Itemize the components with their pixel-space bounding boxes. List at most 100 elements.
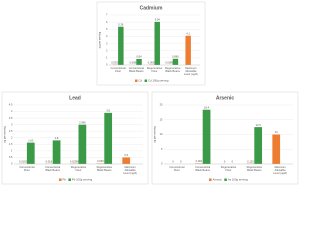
y-tick-label: 1 [106,56,108,60]
chart-panel: Cadmium ug per serving 0 1 2 3 4 5 6 7 Conventiona… [96,1,206,86]
legend-label: As 100g serving [228,178,249,182]
y-tick-label: 0 [11,162,13,166]
value-label: 6.04 [155,18,161,22]
x-tick-label: Maximum Allowable Level (ug/d) [123,165,137,175]
y-tick-label: 3 [11,122,13,126]
y-tick-label: 6 [106,20,108,24]
chart-title: Arsenic [216,95,235,101]
chart-title: Cadmium [140,5,163,11]
value-label: 0.5 [124,153,128,157]
panel-frame [1,91,149,185]
y-tick-label: 10 [160,132,163,136]
x-tick-label: Conventional Black Beans [45,165,61,172]
bar [185,35,191,65]
legend-label: Cd [139,79,143,83]
value-label: 0.0084 [130,61,138,65]
bar [104,112,113,164]
bar [122,157,131,164]
y-tick-label: 3 [106,41,108,45]
value-label: 0.02999 [70,159,80,163]
x-tick-label: Conventional Flour [19,165,35,172]
chart-panel: Lead ug per serving 0 0.5 1 1.5 2 2.5 3 3.5 4 4.5 Co… [1,91,149,185]
legend-swatch [224,178,227,181]
value-label: 5.36 [118,22,124,26]
y-tick-label: 5 [161,147,163,151]
bar [194,163,203,164]
value-label: 0.84 [136,55,142,59]
legend-label: Pb 100g serving [72,178,93,182]
x-tick-label: Conventional Black Beans [195,165,211,172]
bar [154,21,160,65]
dashboard: Cadmium ug per serving 0 1 2 3 4 5 6 7 Conventiona… [1,1,299,185]
y-tick-label: 0.5 [9,155,13,159]
bar [52,140,61,164]
value-label: 0.184 [196,159,203,163]
legend-swatch [59,178,62,181]
value-label: 0 [232,160,234,164]
x-tick-label: Conventional Flour [111,66,127,73]
y-axis-label: ug per serving [3,126,7,143]
value-label: 12.5 [256,123,262,127]
x-tick-label: Conventional Black Beans [129,66,145,73]
legend-label: Cd 100g serving [148,79,169,83]
value-label: 0.018 [46,159,53,163]
x-tick-label: Regenerative Flour [71,165,87,172]
legend-label: Arsenic [213,178,223,182]
value-label: 18.4 [204,105,210,109]
y-axis-label: ug per serving [153,126,157,143]
y-tick-label: 0 [161,162,163,166]
value-label: 0.0536 [111,60,119,64]
y-tick-label: 3.5 [9,116,13,120]
legend-label: Pb [63,178,67,182]
x-tick-label: Conventional Flour [169,165,185,172]
y-tick-label: 15 [160,117,163,121]
x-tick-label: Regenerative Black Beans [97,165,113,172]
bar [202,109,211,164]
value-label: 2.999 [79,120,86,124]
y-tick-label: 1.5 [9,142,13,146]
value-label: 0 [172,160,174,164]
bar [78,124,87,164]
value-label: 0 [224,160,226,164]
x-tick-label: Regenerative Black Beans [247,165,263,172]
x-tick-label: Maximum Allowable Level (ug/d) [184,66,198,76]
y-tick-label: 7 [106,13,108,17]
x-tick-label: Regenerative Flour [147,66,163,73]
y-axis-label: ug per serving [98,31,102,48]
value-label: 0.125 [247,159,254,163]
y-tick-label: 0 [106,63,108,67]
y-tick-label: 2.5 [9,129,13,133]
value-label: 0.0163 [19,159,27,163]
y-tick-label: 20 [160,103,163,107]
value-label: 0.00866 [165,61,175,65]
value-label: 0.0604 [148,60,156,64]
legend-swatch [68,178,71,181]
value-label: 3.9 [106,109,110,113]
value-label: 0.866 [172,55,179,59]
chart-title: Lead [69,95,81,101]
y-tick-label: 4 [11,109,13,113]
x-tick-label: Regenerative Flour [221,165,237,172]
bar [172,58,179,65]
bar [254,127,263,164]
value-label: 10 [275,130,278,134]
chart-panel: Arsenic ug per serving 0 5 10 15 20 Conventiona… [151,91,299,185]
value-label: 1.63 [28,138,34,142]
y-tick-label: 2 [106,48,108,52]
legend-swatch [144,79,148,82]
x-tick-label: Maximum Allowable Level (ug/d) [273,165,287,175]
bar [26,142,35,164]
bar [96,163,105,164]
bar [272,134,281,164]
y-tick-label: 5 [106,27,108,31]
x-tick-label: Regenerative Black Beans [165,66,181,73]
legend-swatch [209,178,212,181]
y-tick-label: 4 [106,34,108,38]
y-tick-label: 4.5 [9,103,13,107]
legend-swatch [135,79,138,82]
y-tick-label: 2 [11,135,13,139]
value-label: 0.039 [97,159,104,163]
bar [136,59,142,65]
value-label: 1.8 [55,136,59,140]
bar [118,26,124,65]
